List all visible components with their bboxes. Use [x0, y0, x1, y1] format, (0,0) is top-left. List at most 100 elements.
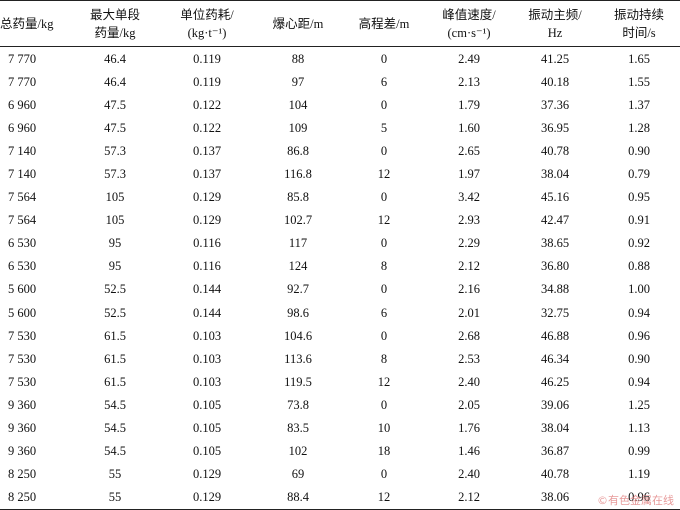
cell-elevation-diff: 6 [380, 305, 388, 320]
cell-unit-consumption: 0.116 [193, 259, 221, 274]
cell-main-frequency: 46.25 [540, 374, 570, 389]
cell-duration: 1.13 [628, 421, 650, 436]
cell-max-charge: 54.5 [104, 444, 126, 459]
cell-main-frequency: 32.75 [540, 305, 570, 320]
cell-unit-consumption: 0.105 [192, 421, 222, 436]
cell-max-charge: 54.5 [104, 397, 126, 412]
cell-peak-velocity: 2.68 [458, 328, 480, 343]
cell-elevation-diff: 0 [380, 236, 388, 251]
cell-duration: 0.94 [628, 374, 650, 389]
cell-total-charge: 7 530 [8, 328, 37, 343]
cell-blast-distance: 104.6 [283, 328, 313, 343]
cell-peak-velocity: 2.29 [458, 236, 480, 251]
cell-total-charge: 6 530 [8, 259, 37, 274]
cell-blast-distance: 104 [288, 97, 308, 112]
cell-peak-velocity: 1.76 [458, 421, 480, 436]
cell-duration: 0.91 [628, 213, 650, 228]
table-row: 7 564 105 0.129 85.8 0 3.42 45.16 0.95 [0, 186, 680, 209]
cell-total-charge: 6 960 [8, 120, 37, 135]
cell-main-frequency: 41.25 [540, 51, 570, 66]
cell-total-charge: 5 600 [8, 305, 37, 320]
cell-unit-consumption: 0.119 [193, 74, 221, 89]
header-peak-velocity-line2: (cm·s⁻¹) [426, 24, 512, 47]
cell-peak-velocity: 2.93 [458, 213, 480, 228]
cell-elevation-diff: 0 [380, 467, 388, 482]
cell-peak-velocity: 1.97 [458, 167, 480, 182]
table-row: 8 250 55 0.129 69 0 2.40 40.78 1.19 [0, 463, 680, 486]
cell-max-charge: 55 [108, 467, 122, 482]
cell-blast-distance: 109 [288, 120, 308, 135]
cell-blast-distance: 102 [288, 444, 308, 459]
cell-blast-distance: 119.5 [284, 374, 312, 389]
cell-duration: 1.19 [628, 467, 650, 482]
cell-max-charge: 47.5 [104, 97, 126, 112]
cell-unit-consumption: 0.137 [192, 143, 222, 158]
cell-unit-consumption: 0.105 [192, 444, 222, 459]
cell-duration: 0.90 [628, 351, 650, 366]
cell-unit-consumption: 0.119 [193, 51, 221, 66]
cell-unit-consumption: 0.122 [192, 120, 222, 135]
cell-duration: 1.00 [628, 282, 650, 297]
cell-total-charge: 7 530 [8, 374, 37, 389]
cell-main-frequency: 38.04 [540, 421, 570, 436]
cell-peak-velocity: 2.13 [458, 74, 480, 89]
cell-peak-velocity: 2.05 [458, 397, 480, 412]
cell-total-charge: 7 770 [8, 51, 37, 66]
cell-main-frequency: 42.47 [540, 213, 570, 228]
cell-unit-consumption: 0.105 [192, 397, 222, 412]
cell-unit-consumption: 0.137 [192, 167, 222, 182]
cell-main-frequency: 38.04 [540, 167, 570, 182]
cell-main-frequency: 36.95 [540, 120, 570, 135]
cell-elevation-diff: 12 [377, 213, 391, 228]
cell-unit-consumption: 0.129 [192, 213, 222, 228]
cell-main-frequency: 46.34 [540, 351, 570, 366]
cell-max-charge: 46.4 [104, 74, 126, 89]
table-row: 9 360 54.5 0.105 73.8 0 2.05 39.06 1.25 [0, 393, 680, 416]
cell-peak-velocity: 3.42 [458, 190, 480, 205]
cell-elevation-diff: 18 [377, 444, 391, 459]
cell-total-charge: 8 250 [0, 485, 70, 510]
cell-total-charge: 7 770 [8, 74, 37, 89]
cell-elevation-diff: 12 [377, 374, 391, 389]
header-unit-consumption-line1: 单位药耗/ [160, 0, 254, 24]
cell-unit-consumption: 0.144 [192, 282, 222, 297]
table-row: 9 360 54.5 0.105 102 18 1.46 36.87 0.99 [0, 440, 680, 463]
cell-duration: 0.99 [628, 444, 650, 459]
cell-elevation-diff: 0 [380, 282, 388, 297]
table-row: 6 960 47.5 0.122 109 5 1.60 36.95 1.28 [0, 116, 680, 139]
cell-blast-distance: 102.7 [283, 213, 313, 228]
cell-peak-velocity: 2.49 [458, 51, 480, 66]
cell-duration: 0.88 [628, 259, 650, 274]
cell-blast-distance: 69 [291, 467, 305, 482]
cell-max-charge: 52.5 [104, 282, 126, 297]
cell-total-charge: 7 564 [8, 190, 37, 205]
cell-peak-velocity: 1.79 [458, 97, 480, 112]
cell-total-charge: 5 600 [8, 282, 37, 297]
cell-blast-distance: 97 [291, 74, 305, 89]
cell-unit-consumption: 0.103 [192, 374, 222, 389]
cell-peak-velocity: 2.40 [458, 467, 480, 482]
cell-elevation-diff: 0 [380, 51, 388, 66]
cell-main-frequency: 34.88 [540, 282, 570, 297]
cell-main-frequency: 45.16 [540, 190, 570, 205]
header-elevation-diff: 高程差/m [342, 0, 426, 47]
header-unit-consumption-line2: (kg·t⁻¹) [160, 24, 254, 47]
table-row: 5 600 52.5 0.144 92.7 0 2.16 34.88 1.00 [0, 278, 680, 301]
table-row: 7 140 57.3 0.137 116.8 12 1.97 38.04 0.79 [0, 162, 680, 185]
cell-elevation-diff: 0 [380, 190, 388, 205]
cell-main-frequency: 36.87 [540, 444, 570, 459]
cell-peak-velocity: 2.53 [458, 351, 480, 366]
cell-elevation-diff: 10 [377, 421, 391, 436]
cell-max-charge: 57.3 [104, 143, 126, 158]
cell-main-frequency: 38.06 [512, 485, 598, 510]
cell-main-frequency: 46.88 [540, 328, 570, 343]
cell-main-frequency: 37.36 [540, 97, 570, 112]
cell-peak-velocity: 2.65 [458, 143, 480, 158]
cell-main-frequency: 38.65 [540, 236, 570, 251]
cell-unit-consumption: 0.144 [192, 305, 222, 320]
cell-max-charge: 95 [108, 259, 122, 274]
cell-peak-velocity: 2.12 [458, 259, 480, 274]
cell-elevation-diff: 5 [380, 120, 388, 135]
